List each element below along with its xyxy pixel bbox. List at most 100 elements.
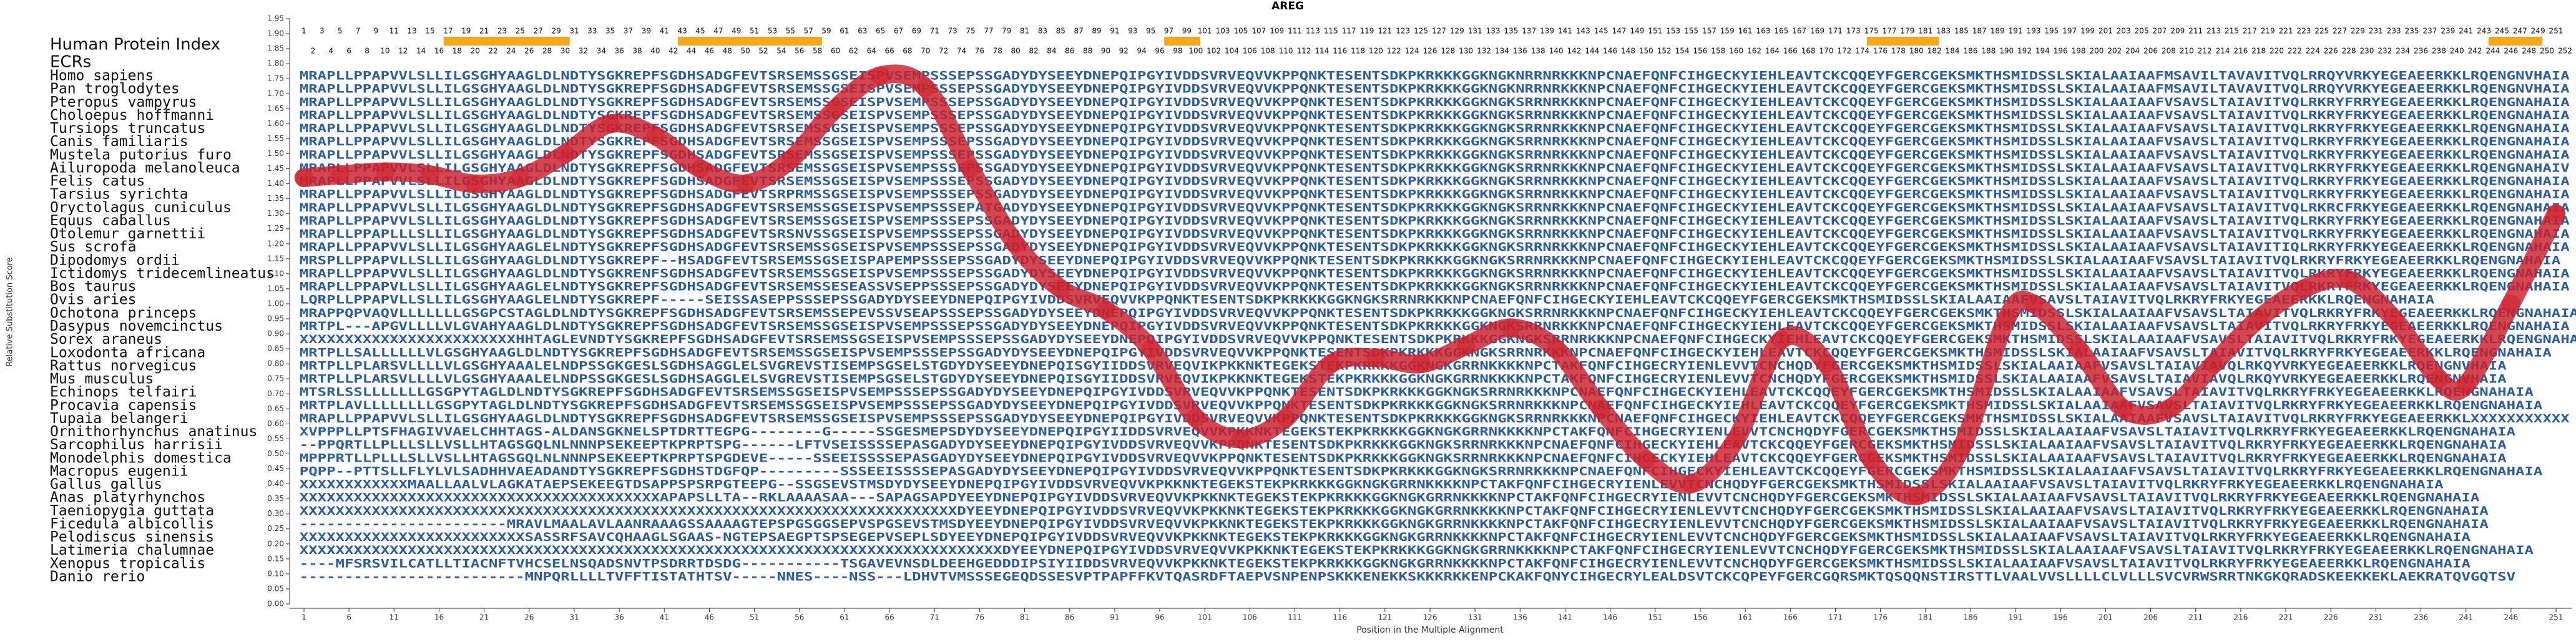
human-index-number: 242 [2468,47,2482,56]
human-index-number: 112 [1296,47,1311,56]
species-name: Procavia capensis [50,397,197,414]
human-index-number: 192 [2017,47,2032,56]
human-index-number: 186 [1963,47,1977,56]
human-index-number: 19 [461,27,471,36]
human-index-number: 141 [1558,27,1572,36]
human-index-number: 234 [2396,47,2410,56]
human-index-number: 111 [1288,27,1302,36]
human-index-number: 100 [1188,47,1203,56]
sequence: MRTPLLPLARSVLLLLVLGSGHYAAALELNDPSSGKGESL… [300,372,2507,386]
species-name: Ailuropoda melanoleuca [50,160,240,176]
curve-point [1456,336,1476,356]
x-tick-label: 221 [2279,613,2293,622]
human-index-number: 136 [1513,47,1527,56]
species-name: Ficedula albicollis [50,516,214,532]
sequence: MRAPLLPPAPVVLSLLILGSGHYAAGLDLNDTYSGKREPF… [300,122,2570,135]
human-index-number: 65 [876,27,885,36]
human-index-number: 246 [2504,47,2518,56]
sequence: MRTPLAVLLLLLLLLGSGPYTAGLDLNDTYSGKREPFSGD… [300,399,2543,412]
human-index-number: 171 [1828,27,1843,36]
human-index-number: 155 [1684,27,1698,36]
sequence: --PPQRTLLPLLLSLLVSLLHTAGSGQLNLNNNPSEKEEP… [300,438,2507,452]
human-index-number: 211 [2188,27,2203,36]
y-tick-label: 1.00 [267,299,284,308]
human-index-number: 244 [2486,47,2500,56]
y-tick-label: 0.00 [267,600,284,608]
human-index-number: 247 [2513,27,2527,36]
x-tick-label: 26 [524,613,534,622]
human-index-number: 47 [713,27,723,36]
human-index-number: 110 [1279,47,1293,56]
human-index-number: 76 [975,47,984,56]
human-index-number: 160 [1729,47,1743,56]
human-index-number: 14 [416,47,426,56]
y-tick-label: 0.10 [267,569,284,578]
human-index-number: 13 [408,27,417,36]
human-index-number: 8 [365,47,370,56]
human-index-number: 210 [2180,47,2194,56]
human-index-number: 130 [1459,47,1473,56]
curve-point [781,150,800,170]
species-name: Felis catus [50,173,145,190]
x-tick-label: 101 [1198,613,1212,622]
human-index-number: 30 [561,47,570,56]
human-index-number: 23 [497,27,507,36]
curve-point [961,159,980,178]
human-index-number: 226 [2324,47,2338,56]
x-tick-label: 41 [660,613,669,622]
species-name: Macropus eugenii [50,463,189,479]
human-index-number: 225 [2314,27,2329,36]
human-index-number: 2 [311,47,316,56]
sequence: MRAPLLPPAPVVLSLLILGSGHYAAGLDLNDTYSGKREPF… [300,214,2570,228]
x-tick-label: 36 [614,613,624,622]
human-index-number: 196 [2054,47,2068,56]
human-index-number: 87 [1074,27,1084,36]
human-index-number: 189 [1991,27,2005,36]
y-tick-label: 0.50 [267,449,284,458]
human-index-number: 1 [301,27,306,36]
human-index-number: 46 [705,47,714,56]
human-index-number: 122 [1387,47,1401,56]
x-axis-label: Position in the Multiple Alignment [1356,625,1504,635]
y-tick-label: 1.75 [267,74,284,83]
human-index-number: 233 [2387,27,2401,36]
x-tick-label: 251 [2549,613,2564,622]
x-tick-label: 61 [840,613,849,622]
human-index-number: 200 [2090,47,2104,56]
human-index-number: 188 [1981,47,1996,56]
human-index-number: 52 [758,47,768,56]
human-index-number: 248 [2522,47,2536,56]
human-index-number: 132 [1477,47,1491,56]
human-index-number: 12 [398,47,408,56]
human-index-number: 236 [2414,47,2428,56]
human-index-number: 68 [903,47,912,56]
species-name: Dasypus novemcinctus [50,318,223,334]
curve-point [1547,339,1566,359]
species-name: Rattus norvegicus [50,357,197,374]
curve-point [1637,450,1656,470]
sequence: MRAPLLPPAPVVLSLLILGSGHYAAGLELNDTYSGKREPF… [300,240,2570,254]
human-index-number: 97 [1164,27,1173,36]
human-index-number: 208 [2162,47,2176,56]
human-index-number: 230 [2359,47,2374,56]
human-index-number: 144 [1585,47,1599,56]
x-tick-label: 51 [750,613,759,622]
species-name: Mus musculus [50,371,154,387]
human-index-number: 36 [614,47,624,56]
x-tick-label: 81 [1020,613,1029,622]
curve-point [421,165,440,185]
sequence: MRAPLLPPAPVVLSLLILGSGHYAAGLDLNDTYSGKRENF… [300,266,2570,280]
curve-point [1952,438,1971,457]
index-label: Human Protein Index [50,36,220,54]
x-tick-label: 156 [1693,613,1708,622]
sequence: MRAPLLPPAPVVLSLLILGSGHYAAGLDLNDTYSGKREPF… [300,148,2570,162]
human-index-number: 98 [1173,47,1182,56]
species-name: Pteropus vampyrus [50,94,197,110]
human-index-number: 31 [569,27,579,36]
human-index-number: 26 [524,47,534,56]
human-index-number: 218 [2251,47,2266,56]
human-index-number: 152 [1657,47,1672,56]
x-tick-label: 6 [346,613,351,622]
human-index-number: 11 [389,27,399,36]
human-index-number: 116 [1333,47,1347,56]
